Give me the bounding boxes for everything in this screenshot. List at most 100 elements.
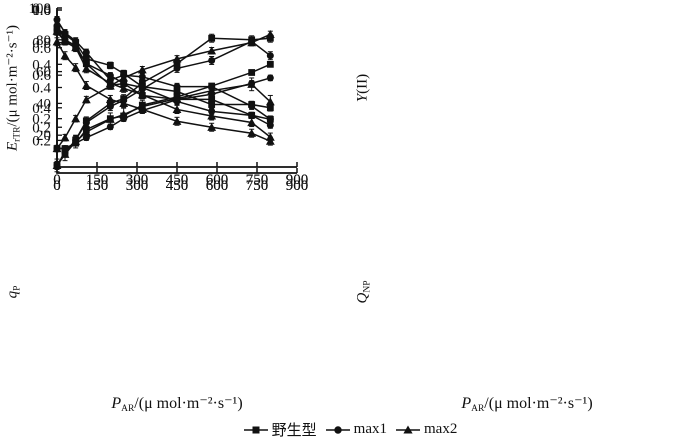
circle-marker-icon bbox=[120, 80, 128, 88]
y-tick-label: 0.2 bbox=[32, 133, 51, 149]
square-marker-icon bbox=[208, 82, 216, 90]
circle-marker-icon bbox=[72, 139, 80, 147]
circle-marker-icon bbox=[61, 145, 69, 153]
x-axis-subscript: AR bbox=[121, 404, 135, 414]
circle-marker-icon bbox=[208, 107, 216, 115]
legend: 野生型 max1 max2 bbox=[0, 419, 700, 440]
triangle-marker-icon bbox=[71, 63, 81, 72]
square-marker-icon bbox=[248, 69, 256, 76]
square-marker-icon bbox=[243, 426, 268, 433]
square-marker-icon bbox=[208, 96, 216, 103]
square-marker-icon bbox=[208, 34, 216, 42]
square-marker-icon bbox=[138, 83, 146, 91]
x-tick-label: 150 bbox=[86, 178, 109, 194]
x-tick-label: 150 bbox=[86, 172, 109, 188]
circle-marker-icon bbox=[173, 83, 181, 91]
triangle-marker-icon bbox=[105, 95, 115, 104]
qp-chart: 0.20.40.60.81.00 150 300 450 600 750 900 bbox=[32, 3, 308, 194]
triangle-marker-icon bbox=[137, 65, 147, 74]
square-marker-icon bbox=[138, 79, 146, 87]
circle-marker-icon bbox=[106, 123, 114, 131]
yii-y-axis-variable: Y bbox=[354, 93, 371, 103]
x-ticks: 0 150 300 450 600 750 900 bbox=[53, 162, 308, 188]
circle-marker-icon bbox=[248, 79, 256, 87]
x-tick-label: 150 bbox=[86, 172, 109, 188]
circle-marker-icon bbox=[61, 29, 69, 37]
x-tick-label: 750 bbox=[246, 178, 269, 194]
legend-item-max1: max1 bbox=[325, 421, 387, 438]
x-tick-label: 450 bbox=[166, 172, 189, 188]
x-axis-subscript: AR bbox=[471, 404, 485, 414]
y-tick-label: 0.6 bbox=[32, 68, 51, 84]
x-tick-label: 750 bbox=[246, 172, 269, 188]
y-ticks: 0.20.40.60.8 bbox=[32, 1, 62, 136]
y-tick-label: 1.0 bbox=[32, 3, 51, 19]
y-ticks: 0.20.40.6 bbox=[32, 3, 62, 128]
square-marker-icon bbox=[173, 60, 181, 68]
x-tick-label: 0 bbox=[53, 172, 61, 188]
y-tick-label: 0.4 bbox=[32, 57, 51, 73]
x-tick-label: 750 bbox=[246, 172, 269, 188]
circle-marker-icon bbox=[120, 115, 128, 123]
circle-marker-icon bbox=[266, 74, 274, 82]
yii-y-axis-label: Y(II) bbox=[354, 73, 373, 103]
triangle-marker-icon bbox=[60, 133, 70, 142]
triangle-marker-icon bbox=[247, 38, 257, 47]
x-tick-label: 0 bbox=[53, 172, 61, 188]
triangle-marker-icon bbox=[60, 149, 70, 158]
legend-label-max2: max2 bbox=[424, 421, 458, 437]
x-tick-label: 600 bbox=[206, 178, 229, 194]
square-marker-icon bbox=[106, 62, 114, 69]
square-marker-icon bbox=[266, 104, 274, 112]
qnp-chart: 0.20.40.60 150 300 450 600 750 900 bbox=[32, 3, 308, 194]
x-tick-label: 600 bbox=[206, 172, 229, 188]
y-tick-label: 20 bbox=[36, 128, 51, 144]
triangle-marker-icon bbox=[119, 73, 129, 82]
qnp-y-axis-subscript: NP bbox=[362, 280, 373, 293]
etr-y-axis-units: /(μ mol·m⁻²·s⁻¹) bbox=[4, 24, 21, 127]
triangle-marker-icon bbox=[52, 144, 62, 153]
x-ticks: 0 150 300 450 600 750 900 bbox=[53, 168, 308, 194]
triangle-marker-icon bbox=[396, 425, 420, 433]
x-axis-units: /(μ mol·m⁻²·s⁻¹) bbox=[134, 395, 243, 412]
x-tick-label: 300 bbox=[126, 178, 149, 194]
circle-marker-icon bbox=[208, 90, 216, 98]
x-axis-variable: P bbox=[461, 395, 472, 412]
yii-y-axis-units: (II) bbox=[354, 73, 371, 94]
square-marker-icon bbox=[208, 101, 216, 108]
circle-marker-icon bbox=[248, 102, 256, 110]
etr-y-axis-variable: E bbox=[4, 141, 21, 152]
triangle-marker-icon bbox=[207, 46, 217, 55]
triangle-marker-icon bbox=[207, 122, 217, 131]
y-tick-label: 0.2 bbox=[32, 120, 51, 136]
legend-item-wildtype: 野生型 bbox=[243, 419, 317, 440]
triangle-marker-icon bbox=[105, 81, 115, 90]
x-tick-label: 150 bbox=[86, 178, 109, 194]
circle-marker-icon bbox=[266, 52, 274, 60]
y-tick-label: 0.8 bbox=[32, 1, 51, 17]
y-tick-label: 0.4 bbox=[32, 101, 51, 117]
square-marker-icon bbox=[82, 55, 90, 63]
y-tick-label: 0.6 bbox=[32, 3, 51, 19]
qp-y-axis-subscript: P bbox=[12, 285, 23, 291]
triangle-marker-icon bbox=[247, 118, 257, 127]
square-marker-icon bbox=[266, 60, 274, 68]
x-tick-label: 900 bbox=[286, 172, 309, 188]
x-tick-label: 0 bbox=[53, 178, 61, 194]
circle-marker-icon bbox=[266, 121, 274, 129]
x-tick-label: 300 bbox=[126, 178, 149, 194]
x-tick-label: 750 bbox=[246, 178, 269, 194]
triangle-marker-icon bbox=[265, 132, 275, 141]
x-axis-variable: P bbox=[111, 395, 122, 412]
qnp-y-axis-label: QNP bbox=[354, 280, 373, 304]
triangle-marker-icon bbox=[247, 128, 257, 137]
x-tick-label: 300 bbox=[126, 172, 149, 188]
x-tick-label: 900 bbox=[286, 172, 309, 188]
qp-x-axis-label: PAR/(μ mol·m⁻²·s⁻¹) bbox=[57, 396, 297, 415]
triangle-marker-icon bbox=[207, 111, 217, 120]
square-marker-icon bbox=[173, 88, 181, 95]
axis-lines bbox=[56, 10, 297, 174]
legend-label-max1: max1 bbox=[353, 421, 387, 437]
triangle-marker-icon bbox=[172, 116, 182, 125]
triangle-marker-icon bbox=[172, 105, 182, 114]
